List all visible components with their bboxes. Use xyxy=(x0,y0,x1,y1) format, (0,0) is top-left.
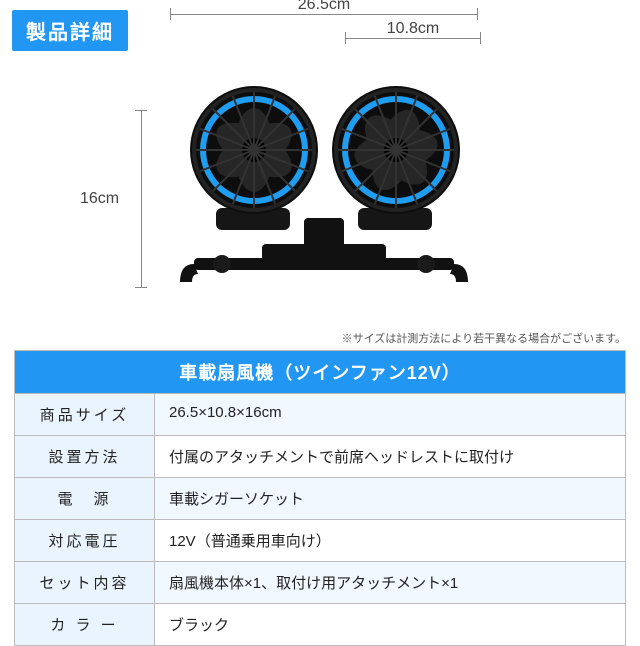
product-illustration xyxy=(164,68,484,298)
spec-value: 26.5×10.8×16cm xyxy=(155,394,625,435)
spec-value: 車載シガーソケット xyxy=(155,478,625,519)
spec-row: セット内容扇風機本体×1、取付け用アタッチメント×1 xyxy=(15,561,625,603)
spec-row: 対応電圧12V（普通乗用車向け） xyxy=(15,519,625,561)
spec-key: セット内容 xyxy=(15,562,155,603)
spec-value: ブラック xyxy=(155,604,625,645)
dimension-height: 16cm xyxy=(132,110,150,288)
spec-value: 付属のアタッチメントで前席ヘッドレストに取付け xyxy=(155,436,625,477)
spec-key: カ ラ ー xyxy=(15,604,155,645)
dimension-width-label: 26.5cm xyxy=(298,0,350,14)
spec-row: 設置方法付属のアタッチメントで前席ヘッドレストに取付け xyxy=(15,435,625,477)
spec-table: 車載扇風機（ツインファン12V） 商品サイズ26.5×10.8×16cm設置方法… xyxy=(14,350,626,646)
spec-row: カ ラ ーブラック xyxy=(15,603,625,645)
spec-value: 扇風機本体×1、取付け用アタッチメント×1 xyxy=(155,562,625,603)
size-disclaimer: ※サイズは計測方法により若干異なる場合がございます。 xyxy=(342,330,626,346)
spec-key: 電 源 xyxy=(15,478,155,519)
dimension-fan-width-label: 10.8cm xyxy=(387,20,439,38)
spec-table-title: 車載扇風機（ツインファン12V） xyxy=(15,351,625,393)
dimension-fan-width: 10.8cm xyxy=(345,38,481,39)
spec-key: 商品サイズ xyxy=(15,394,155,435)
dimension-figure: 26.5cm 10.8cm 16cm xyxy=(150,10,500,320)
dimension-height-label: 16cm xyxy=(80,190,119,208)
spec-row: 電 源車載シガーソケット xyxy=(15,477,625,519)
spec-row: 商品サイズ26.5×10.8×16cm xyxy=(15,393,625,435)
dimension-width: 26.5cm xyxy=(170,14,478,15)
spec-key: 対応電圧 xyxy=(15,520,155,561)
spec-key: 設置方法 xyxy=(15,436,155,477)
spec-value: 12V（普通乗用車向け） xyxy=(155,520,625,561)
section-badge: 製品詳細 xyxy=(12,10,128,51)
